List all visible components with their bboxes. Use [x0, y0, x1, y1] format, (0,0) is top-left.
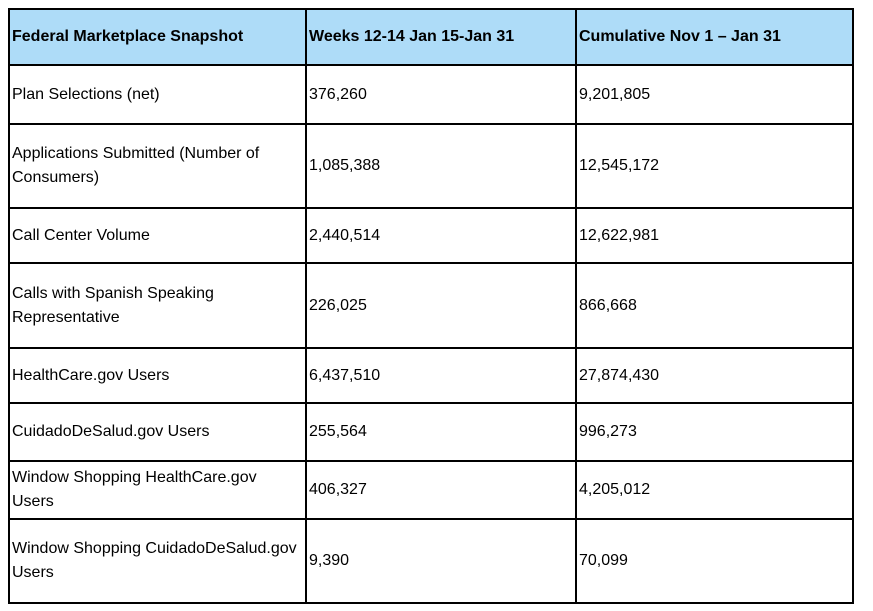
table-row: Applications Submitted (Number of Consum…: [8, 123, 854, 209]
table-row: CuidadoDeSalud.gov Users 255,564 996,273: [8, 402, 854, 462]
table-header-row: Federal Marketplace Snapshot Weeks 12-14…: [8, 8, 854, 66]
weeks-value-cell: 406,327: [305, 460, 577, 520]
column-header-cumulative: Cumulative Nov 1 – Jan 31: [575, 8, 854, 66]
column-header-metric: Federal Marketplace Snapshot: [8, 8, 307, 66]
table-row: Calls with Spanish Speaking Representati…: [8, 262, 854, 349]
metric-cell: Window Shopping HealthCare.gov Users: [8, 460, 307, 520]
metric-cell: Call Center Volume: [8, 207, 307, 264]
table-row: Call Center Volume 2,440,514 12,622,981: [8, 207, 854, 264]
weeks-value-cell: 376,260: [305, 64, 577, 125]
table-row: Plan Selections (net) 376,260 9,201,805: [8, 64, 854, 125]
table-row: HealthCare.gov Users 6,437,510 27,874,43…: [8, 347, 854, 404]
federal-marketplace-snapshot-table: Federal Marketplace Snapshot Weeks 12-14…: [8, 8, 854, 604]
cumulative-value-cell: 866,668: [575, 262, 854, 349]
cumulative-value-cell: 9,201,805: [575, 64, 854, 125]
cumulative-value-cell: 12,622,981: [575, 207, 854, 264]
table-row: Window Shopping CuidadoDeSalud.gov Users…: [8, 518, 854, 604]
column-header-weeks: Weeks 12-14 Jan 15-Jan 31: [305, 8, 577, 66]
cumulative-value-cell: 4,205,012: [575, 460, 854, 520]
metric-cell: Calls with Spanish Speaking Representati…: [8, 262, 307, 349]
weeks-value-cell: 2,440,514: [305, 207, 577, 264]
cumulative-value-cell: 70,099: [575, 518, 854, 604]
metric-cell: CuidadoDeSalud.gov Users: [8, 402, 307, 462]
table-row: Window Shopping HealthCare.gov Users 406…: [8, 460, 854, 520]
metric-cell: Applications Submitted (Number of Consum…: [8, 123, 307, 209]
weeks-value-cell: 255,564: [305, 402, 577, 462]
weeks-value-cell: 226,025: [305, 262, 577, 349]
cumulative-value-cell: 12,545,172: [575, 123, 854, 209]
weeks-value-cell: 6,437,510: [305, 347, 577, 404]
metric-cell: Window Shopping CuidadoDeSalud.gov Users: [8, 518, 307, 604]
metric-cell: HealthCare.gov Users: [8, 347, 307, 404]
weeks-value-cell: 1,085,388: [305, 123, 577, 209]
cumulative-value-cell: 27,874,430: [575, 347, 854, 404]
cumulative-value-cell: 996,273: [575, 402, 854, 462]
metric-cell: Plan Selections (net): [8, 64, 307, 125]
weeks-value-cell: 9,390: [305, 518, 577, 604]
